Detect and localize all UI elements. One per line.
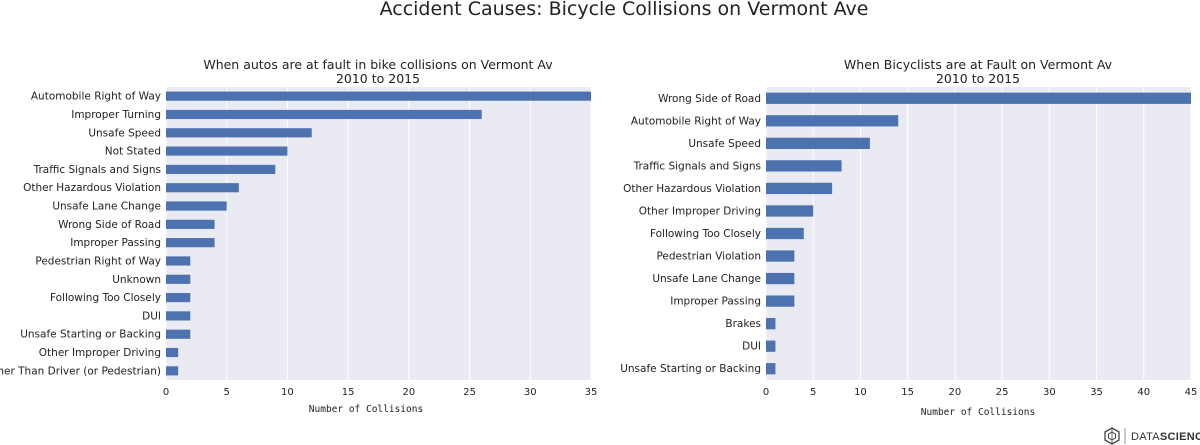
bar (766, 92, 1191, 104)
bar (766, 363, 776, 375)
x-tick-label: 40 (1137, 387, 1150, 398)
bar (166, 109, 482, 120)
category-label: Pedestrian Violation (656, 251, 761, 263)
category-label: Following Too Closely (650, 228, 761, 240)
category-label: Traffic Signals and Signs (633, 160, 761, 172)
x-tick-label: 45 (1185, 387, 1198, 398)
category-label: Unknown (112, 274, 161, 286)
datascience-logo-icon (1104, 427, 1120, 445)
category-label: Other Improper Driving (639, 205, 761, 217)
figure-title: Accident Causes: Bicycle Collisions on V… (380, 0, 869, 20)
bar (166, 311, 191, 321)
chart-right-category-labels: Wrong Side of Road Automobile Right of Wa… (620, 93, 761, 375)
bar (766, 137, 870, 149)
category-label: Improper Passing (70, 237, 161, 249)
chart-left-x-tick-labels: 0 5 10 15 20 25 30 35 (163, 387, 598, 398)
bar (166, 366, 179, 376)
category-label: Improper Turning (71, 109, 161, 121)
category-label: Improper Passing (670, 296, 761, 308)
x-tick-label: 5 (810, 387, 816, 398)
chart-left-bars (166, 91, 591, 376)
category-label: Unsafe Starting or Backing (620, 363, 761, 375)
x-tick-label: 30 (1043, 387, 1056, 398)
x-tick-label: 15 (342, 387, 355, 398)
chart-left-title-line1: When autos are at fault in bike collisio… (203, 57, 553, 72)
bar (766, 250, 795, 262)
category-label: Brakes (725, 318, 761, 330)
bar (166, 256, 191, 266)
bar (766, 295, 795, 307)
category-label: Wrong Side of Road (58, 219, 161, 231)
category-label: Unsafe Starting or Backing (20, 329, 161, 341)
brand-text-bold: SCIENCE (1160, 431, 1200, 443)
x-tick-label: 25 (996, 387, 1009, 398)
bar (766, 340, 776, 352)
chart-right-x-axis-label: Number of Collisions (921, 407, 1035, 418)
category-label: DUI (742, 341, 761, 353)
x-tick-label: 0 (763, 387, 769, 398)
bar (766, 115, 899, 127)
category-label: Unsafe Speed (88, 127, 161, 139)
chart-right-x-tick-labels: 0 5 10 15 20 25 30 35 40 45 (763, 387, 1198, 398)
x-tick-label: 30 (524, 387, 537, 398)
category-label: Traffic Signals and Signs (33, 164, 161, 176)
chart-left-category-labels: Automobile Right of Way Improper Turning U… (0, 91, 161, 378)
category-label: Unsafe Lane Change (652, 273, 761, 285)
x-tick-label: 5 (224, 387, 230, 398)
chart-right-title-line1: When Bicyclists are at Fault on Vermont … (844, 57, 1113, 72)
bar (166, 183, 239, 193)
category-label: DUI (142, 310, 161, 322)
category-label: Other Hazardous Violation (23, 182, 161, 194)
chart-left-x-axis-label: Number of Collisions (309, 404, 423, 415)
x-tick-label: 10 (854, 387, 867, 398)
bar (166, 274, 191, 284)
brand-text: DATASCIENCE (1131, 431, 1200, 443)
x-tick-label: 20 (949, 387, 962, 398)
chart-left-title-line2: 2010 to 2015 (336, 71, 420, 86)
x-tick-label: 20 (402, 387, 415, 398)
x-tick-label: 35 (585, 387, 598, 398)
bar (166, 201, 227, 211)
bar (766, 160, 842, 172)
chart-right-bars (766, 92, 1191, 375)
chart-right-gridlines (765, 87, 1192, 380)
datascience-brand: DATASCIENCE (1104, 427, 1200, 445)
bar (766, 227, 804, 240)
category-label: Other Improper Driving (39, 347, 161, 359)
category-label: Not Stated (105, 146, 161, 158)
category-label: Pedestrian Right of Way (35, 255, 161, 267)
bar (766, 272, 795, 285)
x-tick-label: 35 (1090, 387, 1103, 398)
category-label: Automobile Right of Way (631, 115, 761, 127)
category-label: Wrong Side of Road (658, 93, 761, 105)
bar (166, 164, 276, 174)
bar (166, 91, 591, 101)
bar (766, 318, 776, 330)
chart-right-plot-area (766, 87, 1191, 380)
x-tick-label: 0 (163, 387, 169, 398)
category-label: Unsafe Speed (688, 138, 761, 150)
bar (166, 219, 215, 229)
category-label: Other Hazardous Violation (623, 183, 761, 195)
bar (166, 128, 312, 138)
bar (166, 329, 191, 339)
bar (166, 238, 215, 248)
chart-right-title-line2: 2010 to 2015 (936, 71, 1020, 86)
bar (766, 205, 814, 217)
category-label: Automobile Right of Way (31, 91, 161, 103)
category-label: Following Too Closely (50, 292, 161, 304)
category-label: Unsafe Lane Change (52, 201, 161, 213)
x-tick-label: 10 (281, 387, 294, 398)
x-tick-label: 15 (901, 387, 914, 398)
bar (766, 182, 833, 195)
bar (166, 347, 179, 358)
category-label: Other Than Driver (or Pedestrian) (0, 365, 161, 377)
bar (166, 146, 288, 156)
bar (166, 293, 191, 303)
brand-text-light: DATA (1131, 431, 1160, 443)
x-tick-label: 25 (463, 387, 476, 398)
chart-left: When autos are at fault in bike collisio… (0, 57, 597, 415)
chart-right: When Bicyclists are at Fault on Vermont … (620, 57, 1197, 418)
